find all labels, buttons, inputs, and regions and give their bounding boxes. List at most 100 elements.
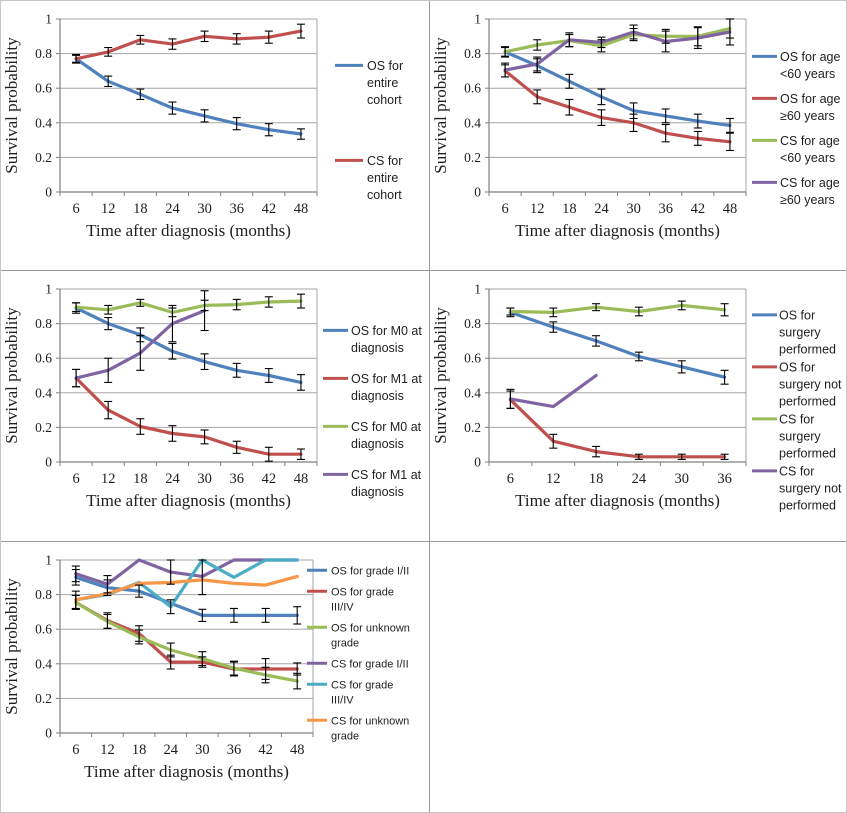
svg-text:CS for grade I/II: CS for grade I/II	[331, 658, 409, 670]
svg-text:entire: entire	[367, 76, 398, 90]
svg-text:24: 24	[594, 201, 609, 217]
svg-text:12: 12	[530, 201, 545, 217]
svg-text:diagnosis: diagnosis	[351, 485, 404, 499]
svg-text:0.6: 0.6	[35, 351, 52, 366]
svg-text:≥60 years: ≥60 years	[780, 109, 835, 123]
cell-empty	[430, 542, 846, 812]
svg-text:<60 years: <60 years	[780, 67, 835, 81]
svg-text:Time after diagnosis (months): Time after diagnosis (months)	[515, 221, 720, 240]
svg-text:diagnosis: diagnosis	[351, 437, 404, 451]
svg-text:Survival probability: Survival probability	[2, 578, 21, 715]
svg-text:Survival probability: Survival probability	[2, 307, 21, 444]
svg-text:OS for: OS for	[779, 308, 815, 322]
svg-text:surgery not: surgery not	[779, 481, 842, 495]
svg-text:24: 24	[165, 201, 180, 217]
svg-text:24: 24	[632, 471, 647, 487]
svg-text:42: 42	[262, 201, 277, 217]
svg-text:CS for unknown: CS for unknown	[331, 715, 409, 727]
svg-text:CS for: CS for	[779, 464, 814, 478]
svg-text:surgery not: surgery not	[779, 377, 842, 391]
svg-text:performed: performed	[779, 446, 836, 460]
svg-text:diagnosis: diagnosis	[351, 341, 404, 355]
svg-text:CS for age: CS for age	[780, 176, 840, 190]
svg-text:48: 48	[290, 742, 305, 758]
svg-text:12: 12	[546, 471, 561, 487]
svg-text:OS for M0 at: OS for M0 at	[351, 324, 422, 338]
svg-text:Survival probability: Survival probability	[431, 307, 450, 444]
svg-text:0.6: 0.6	[464, 351, 481, 366]
svg-text:1: 1	[474, 12, 481, 27]
svg-text:surgery: surgery	[779, 429, 821, 443]
svg-text:CS for: CS for	[779, 412, 814, 426]
svg-text:0.6: 0.6	[35, 622, 52, 637]
svg-text:0: 0	[45, 726, 52, 741]
svg-text:48: 48	[294, 471, 309, 487]
svg-text:48: 48	[723, 201, 738, 217]
svg-text:36: 36	[227, 742, 242, 758]
svg-text:Time after diagnosis (months): Time after diagnosis (months)	[84, 762, 289, 781]
svg-text:24: 24	[163, 742, 178, 758]
svg-text:0.4: 0.4	[464, 385, 481, 400]
svg-text:CS for M1 at: CS for M1 at	[351, 468, 422, 482]
svg-text:Survival probability: Survival probability	[431, 37, 450, 174]
svg-text:0.6: 0.6	[464, 81, 481, 96]
svg-text:III/IV: III/IV	[331, 601, 354, 613]
svg-text:0.8: 0.8	[464, 46, 481, 61]
svg-text:<60 years: <60 years	[780, 151, 835, 165]
svg-text:0.6: 0.6	[35, 81, 52, 96]
svg-text:1: 1	[45, 282, 52, 297]
svg-text:0: 0	[45, 455, 52, 470]
svg-text:OS for age: OS for age	[780, 50, 840, 64]
chart-os-cs-by-surgery: 0 0.2 0.4 0.6 0.8 1 6 12 18 24 30 36 Time after diag…	[431, 282, 842, 513]
cell-by-age: 0 0.2 0.4 0.6 0.8 1 6 12 18 24 30 36 42 48 Time after …	[430, 1, 846, 270]
svg-text:OS for age: OS for age	[780, 92, 840, 106]
svg-text:36: 36	[658, 201, 673, 217]
svg-text:CS for grade: CS for grade	[331, 679, 393, 691]
svg-text:1: 1	[45, 12, 52, 27]
svg-text:36: 36	[229, 471, 244, 487]
svg-text:0.4: 0.4	[35, 115, 52, 130]
svg-text:Survival probability: Survival probability	[2, 37, 21, 174]
svg-text:0: 0	[45, 185, 52, 200]
svg-text:6: 6	[72, 201, 79, 217]
svg-text:OS for M1 at: OS for M1 at	[351, 372, 422, 386]
svg-text:0.8: 0.8	[35, 316, 52, 331]
svg-text:30: 30	[197, 471, 212, 487]
svg-text:0.4: 0.4	[35, 385, 52, 400]
cell-by-metastasis: 0 0.2 0.4 0.6 0.8 1 6 12 18 24 30 36 42 48 Time after …	[1, 271, 429, 541]
svg-text:cohort: cohort	[367, 93, 402, 107]
svg-text:Time after diagnosis (months): Time after diagnosis (months)	[86, 221, 291, 240]
svg-text:18: 18	[132, 742, 147, 758]
svg-text:grade: grade	[331, 730, 359, 742]
svg-text:12: 12	[100, 742, 115, 758]
svg-text:6: 6	[72, 471, 79, 487]
svg-text:1: 1	[45, 553, 52, 568]
svg-text:OS for unknown: OS for unknown	[331, 622, 410, 634]
svg-text:III/IV: III/IV	[331, 694, 354, 706]
svg-text:OS for: OS for	[779, 360, 815, 374]
svg-text:CS for age: CS for age	[780, 134, 840, 148]
svg-text:OS for: OS for	[367, 59, 403, 73]
svg-text:cohort: cohort	[367, 188, 402, 202]
svg-text:1: 1	[474, 282, 481, 297]
svg-text:0.8: 0.8	[35, 46, 52, 61]
svg-text:CS for M0 at: CS for M0 at	[351, 420, 422, 434]
svg-text:18: 18	[133, 201, 148, 217]
svg-text:0: 0	[474, 455, 481, 470]
svg-text:CS for: CS for	[367, 154, 402, 168]
svg-text:6: 6	[72, 742, 79, 758]
svg-text:0.2: 0.2	[35, 420, 52, 435]
svg-text:30: 30	[195, 742, 210, 758]
svg-text:18: 18	[562, 201, 577, 217]
svg-text:36: 36	[229, 201, 244, 217]
svg-text:0.4: 0.4	[35, 656, 52, 671]
svg-text:24: 24	[165, 471, 180, 487]
svg-text:surgery: surgery	[779, 325, 821, 339]
svg-text:12: 12	[101, 201, 116, 217]
svg-text:30: 30	[197, 201, 212, 217]
